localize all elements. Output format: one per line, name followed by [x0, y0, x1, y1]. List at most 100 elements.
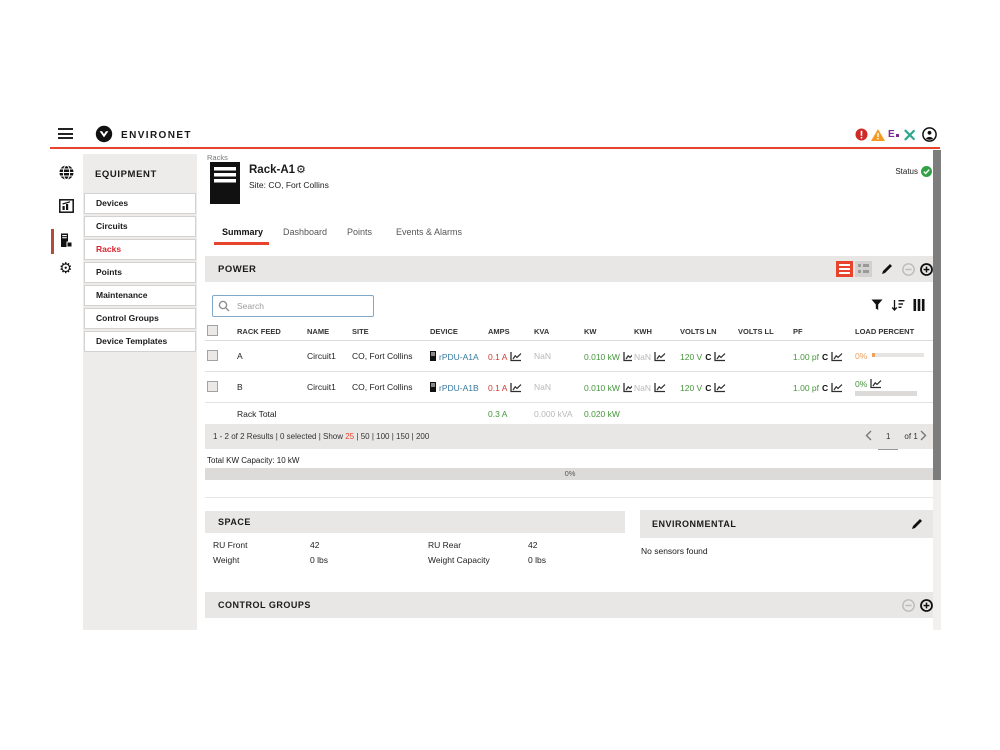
cell-volts-ll	[736, 371, 791, 403]
page-title: Rack-A1	[249, 164, 296, 176]
select-all-checkbox[interactable]	[207, 324, 218, 336]
tab-summary[interactable]: Summary	[222, 227, 264, 237]
search-input[interactable]	[235, 297, 369, 315]
environmental-section-header: ENVIRONMENTAL	[640, 510, 935, 538]
col-name[interactable]: NAME	[305, 322, 350, 341]
page-size-200[interactable]: 200	[415, 432, 430, 441]
alarm-icon[interactable]	[855, 128, 868, 141]
tab-events-alarms[interactable]: Events & Alarms	[396, 227, 463, 237]
calculated-flag: C	[705, 382, 712, 393]
sidebar-item-device-templates[interactable]: Device Templates	[84, 331, 196, 352]
trend-chart-icon[interactable]	[654, 382, 666, 393]
columns-icon[interactable]	[913, 299, 925, 311]
sidebar-item-circuits[interactable]: Circuits	[84, 216, 196, 237]
status-label: Status	[895, 167, 918, 176]
remove-power-button[interactable]	[902, 263, 915, 276]
device-link[interactable]: rPDU-A1A	[439, 351, 479, 362]
menu-icon[interactable]	[58, 128, 73, 140]
col-kwh[interactable]: KWH	[632, 322, 678, 341]
rack-settings-gear-icon[interactable]: ⚙	[296, 163, 306, 176]
trend-chart-icon[interactable]	[831, 351, 843, 362]
total-kva: 0.000 kVA	[534, 409, 573, 419]
next-page-icon[interactable]	[920, 430, 927, 441]
trend-chart-icon[interactable]	[623, 382, 632, 393]
breadcrumb[interactable]: Racks	[207, 153, 228, 162]
add-control-group-button[interactable]	[920, 599, 933, 612]
col-device[interactable]: DEVICE	[428, 322, 486, 341]
page-size-25[interactable]: 25	[345, 432, 355, 441]
settings-gear-icon[interactable]: ⚙	[59, 259, 73, 277]
cell-kw: 0.010 kW	[584, 382, 620, 393]
trend-chart-icon[interactable]	[714, 351, 726, 362]
separator: |	[356, 432, 359, 441]
total-label: Rack Total	[237, 409, 277, 419]
status-ok-icon	[921, 166, 932, 177]
trend-chart-icon[interactable]	[831, 382, 843, 393]
equipment-rack-icon[interactable]	[59, 233, 74, 248]
sidebar-item-control-groups[interactable]: Control Groups	[84, 308, 196, 329]
col-kw[interactable]: KW	[582, 322, 632, 341]
col-amps[interactable]: AMPS	[486, 322, 532, 341]
trend-chart-icon[interactable]	[714, 382, 726, 393]
field-label: Weight	[213, 555, 240, 565]
vertiv-logo	[95, 125, 113, 143]
row-checkbox[interactable]	[207, 380, 218, 392]
page-size-100[interactable]: 100	[376, 432, 390, 441]
cell-amps: 0.1 A	[488, 351, 508, 362]
sort-icon[interactable]	[891, 299, 905, 311]
col-kva[interactable]: KVA	[532, 322, 582, 341]
space-title: SPACE	[218, 517, 251, 527]
sidebar-item-racks[interactable]: Racks	[84, 239, 196, 260]
col-pf[interactable]: PF	[791, 322, 853, 341]
load-bar	[872, 353, 925, 357]
col-volts-ln[interactable]: VOLTS LN	[678, 322, 736, 341]
remove-control-group-button[interactable]	[902, 599, 915, 612]
col-load-percent[interactable]: LOAD PERCENT	[853, 322, 935, 341]
device-link[interactable]: rPDU-A1B	[439, 382, 479, 393]
warning-icon[interactable]	[871, 129, 885, 142]
dashboard-chart-icon[interactable]	[59, 199, 74, 214]
trend-chart-icon[interactable]	[870, 378, 882, 389]
col-volts-ll[interactable]: VOLTS LL	[736, 322, 791, 341]
page-number-input[interactable]: 1	[878, 424, 899, 450]
cell-site: CO, Fort Collins	[350, 371, 428, 403]
page-of-label: of 1	[904, 432, 918, 441]
e-badge-icon[interactable]: E	[888, 129, 902, 141]
calculated-flag: C	[822, 351, 829, 362]
sidebar-item-points[interactable]: Points	[84, 262, 196, 283]
prev-page-icon[interactable]	[865, 430, 872, 441]
cell-name: Circuit1	[305, 340, 350, 372]
tab-points[interactable]: Points	[347, 227, 373, 237]
trend-chart-icon[interactable]	[623, 351, 632, 362]
edit-power-button[interactable]	[881, 263, 893, 275]
scrollbar-thumb[interactable]	[933, 150, 941, 480]
page-size-50[interactable]: 50	[360, 432, 370, 441]
col-rack-feed[interactable]: RACK FEED	[235, 322, 305, 341]
cell-volts-ln: 120 V	[680, 351, 703, 362]
add-power-button[interactable]	[920, 263, 933, 276]
list-view-button[interactable]	[855, 261, 872, 277]
trend-chart-icon[interactable]	[654, 351, 666, 362]
sidebar-item-devices[interactable]: Devices	[84, 193, 196, 214]
cell-load: 0%	[855, 351, 868, 361]
row-checkbox[interactable]	[207, 349, 218, 361]
maintenance-icon[interactable]	[903, 129, 916, 142]
section-divider	[205, 497, 935, 498]
page-size-150[interactable]: 150	[396, 432, 410, 441]
table-view-button[interactable]	[836, 261, 853, 277]
cell-kva: NaN	[534, 351, 552, 361]
tab-dashboard[interactable]: Dashboard	[283, 227, 328, 237]
cell-kw: 0.010 kW	[584, 351, 620, 362]
col-site[interactable]: SITE	[350, 322, 428, 341]
trend-chart-icon[interactable]	[510, 382, 522, 393]
trend-chart-icon[interactable]	[510, 351, 522, 362]
separator: |	[411, 432, 414, 441]
separator: |	[391, 432, 394, 441]
edit-environmental-button[interactable]	[911, 518, 923, 530]
table-header-row: RACK FEED NAME SITE DEVICE AMPS KVA KW K…	[205, 322, 935, 341]
user-icon[interactable]	[922, 127, 937, 142]
filter-icon[interactable]	[871, 299, 883, 311]
sidebar-item-maintenance[interactable]: Maintenance	[84, 285, 196, 306]
globe-icon[interactable]	[59, 165, 74, 180]
